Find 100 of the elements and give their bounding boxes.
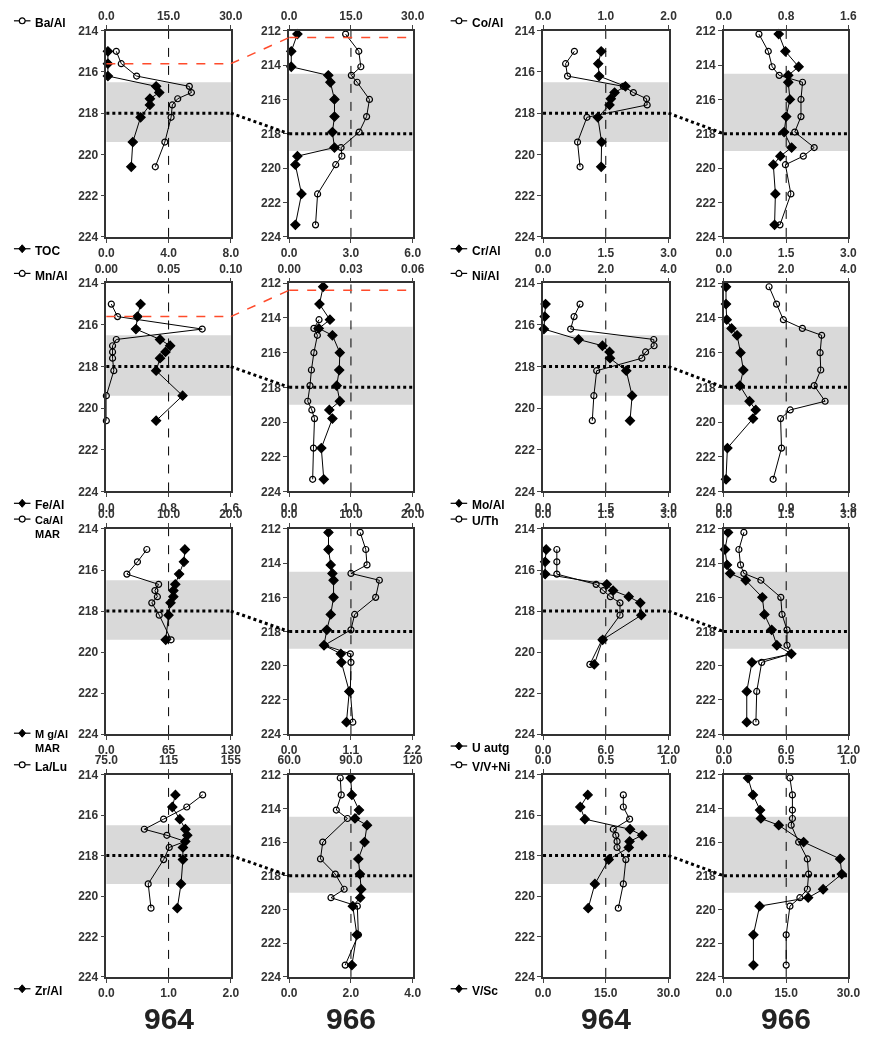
y-tick-label: 218 <box>78 848 99 863</box>
y-tick-label: 224 <box>78 970 99 985</box>
x-tick-label: 4.0 <box>160 246 178 261</box>
y-tick-label: 220 <box>261 415 282 430</box>
x2-tick-label: 155 <box>220 753 242 768</box>
y-tick-label: 222 <box>78 443 99 458</box>
x2-tick-label: 120 <box>402 753 424 768</box>
y-tick-label: 222 <box>261 936 282 951</box>
x-tick-label: 0.0 <box>534 986 552 1001</box>
x2-tick-label: 4.0 <box>660 261 678 276</box>
x-tick-label: 0.0 <box>715 246 733 261</box>
x-tick-label: 0.0 <box>98 986 116 1001</box>
legend-label: U autg <box>472 741 510 755</box>
y-tick-label: 214 <box>78 522 99 537</box>
text: 966 <box>761 1002 812 1035</box>
text: 964 <box>144 1002 195 1035</box>
x2-tick-label: 1.6 <box>840 9 858 24</box>
y-tick-label: 218 <box>78 106 99 121</box>
x2-tick-label: 2.0 <box>777 261 795 276</box>
y-tick-label: 214 <box>78 767 99 782</box>
y-tick-label: 218 <box>695 126 717 141</box>
y-tick-label: 216 <box>78 318 99 333</box>
y-tick-label: 218 <box>261 126 282 141</box>
y-tick-label: 224 <box>514 484 536 499</box>
y-tick-label: 218 <box>514 848 536 863</box>
x2-tick-label: 15.0 <box>156 9 181 24</box>
x2-tick-label: 0.0 <box>280 9 298 24</box>
y-tick-label: 222 <box>78 686 99 701</box>
x2-tick-label: 0.0 <box>715 753 733 768</box>
y-tick-label: 214 <box>78 23 99 38</box>
y-tick-label: 212 <box>261 23 282 38</box>
y-tick-label: 222 <box>514 686 536 701</box>
x-tick-label: 30.0 <box>656 986 681 1001</box>
y-tick-label: 224 <box>261 727 282 742</box>
legend-label: V/V+Ni <box>472 760 511 774</box>
y-tick-label: 222 <box>695 693 717 708</box>
x2-tick-label: 0.10 <box>219 261 243 276</box>
y-tick-label: 220 <box>78 147 99 162</box>
text: 966 <box>326 1002 377 1035</box>
x-tick-label: 1.0 <box>160 986 178 1001</box>
y-tick-label: 220 <box>514 401 536 416</box>
y-tick-label: 224 <box>261 484 282 499</box>
x2-tick-label: 0.5 <box>777 753 795 768</box>
y-tick-label: 220 <box>695 415 717 430</box>
y-tick-label: 216 <box>695 92 717 107</box>
y-tick-label: 216 <box>514 563 536 578</box>
x-tick-label: 0.0 <box>98 246 116 261</box>
y-tick-label: 218 <box>695 868 717 883</box>
y-tick-label: 212 <box>695 23 717 38</box>
y-tick-label: 218 <box>261 380 282 395</box>
x2-tick-label: 0.05 <box>156 261 181 276</box>
y-tick-label: 214 <box>261 801 282 816</box>
y-tick-label: 220 <box>514 645 536 660</box>
y-tick-label: 214 <box>261 311 282 326</box>
y-tick-label: 218 <box>261 868 282 883</box>
y-tick-label: 220 <box>261 161 282 176</box>
legend-label: Ni/Al <box>472 269 500 283</box>
y-tick-label: 218 <box>78 359 99 374</box>
x-tick-label: 6.0 <box>404 246 422 261</box>
y-tick-label: 212 <box>261 276 282 291</box>
y-tick-label: 222 <box>261 195 282 210</box>
y-tick-label: 216 <box>514 808 536 823</box>
x2-tick-label: 2.0 <box>597 261 615 276</box>
legend-label: Mo/Al <box>472 498 505 512</box>
y-tick-label: 224 <box>78 727 99 742</box>
y-tick-label: 220 <box>695 161 717 176</box>
y-tick-label: 214 <box>695 556 717 571</box>
y-tick-label: 224 <box>78 230 99 245</box>
y-tick-label: 218 <box>514 359 536 374</box>
y-tick-label: 224 <box>514 970 536 985</box>
y-tick-label: 224 <box>261 970 282 985</box>
y-tick-label: 216 <box>78 65 99 80</box>
x-tick-label: 0.0 <box>280 986 298 1001</box>
y-tick-label: 214 <box>514 276 536 291</box>
y-tick-label: 222 <box>514 443 536 458</box>
y-tick-label: 216 <box>514 65 536 80</box>
y-tick-label: 212 <box>261 522 282 537</box>
y-tick-label: 220 <box>78 401 99 416</box>
y-tick-label: 212 <box>695 276 717 291</box>
x2-tick-label: 1.0 <box>597 9 615 24</box>
x-tick-label: 15.0 <box>594 986 618 1001</box>
y-tick-label: 216 <box>261 835 282 850</box>
y-tick-label: 224 <box>695 970 717 985</box>
text: 964 <box>581 1002 632 1035</box>
y-tick-label: 222 <box>695 195 717 210</box>
x2-tick-label: 0.0 <box>534 261 552 276</box>
x-tick-label: 2.0 <box>342 986 360 1001</box>
y-tick-label: 218 <box>514 106 536 121</box>
y-tick-label: 224 <box>78 484 99 499</box>
x2-tick-label: 1.0 <box>660 753 678 768</box>
y-tick-label: 212 <box>261 767 282 782</box>
y-tick-label: 218 <box>261 624 282 639</box>
x2-tick-label: 30.0 <box>219 9 243 24</box>
y-tick-label: 214 <box>261 58 282 73</box>
x2-tick-label: 30.0 <box>401 9 425 24</box>
y-tick-label: 214 <box>514 23 536 38</box>
x-tick-label: 0.0 <box>534 246 552 261</box>
y-tick-label: 224 <box>695 727 717 742</box>
x2-tick-label: 2.0 <box>660 9 678 24</box>
legend-label: Mn/Al <box>35 269 68 283</box>
